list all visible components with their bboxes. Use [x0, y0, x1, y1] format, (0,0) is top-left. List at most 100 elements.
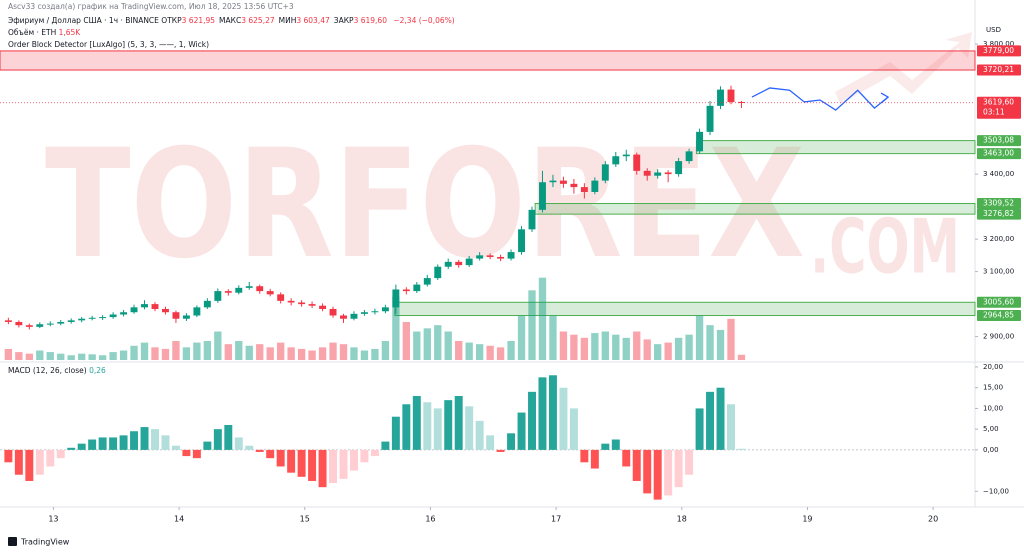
candle-body — [371, 311, 379, 313]
volume-bar — [277, 342, 285, 360]
macd-bar — [716, 387, 725, 450]
volume-bar — [580, 337, 589, 360]
macd-bar — [182, 449, 191, 457]
macd-bar — [412, 395, 421, 450]
macd-bar — [496, 449, 505, 452]
candle-body — [465, 258, 473, 266]
volume-bar — [654, 344, 662, 360]
zone-price-tag — [977, 310, 1021, 322]
macd-bar — [35, 449, 44, 475]
candle-body — [476, 255, 484, 259]
order-block — [394, 301, 976, 317]
macd-bar — [339, 449, 348, 479]
candle-body — [717, 89, 724, 106]
x-tick-label: 15 — [300, 515, 310, 524]
order-block — [534, 203, 976, 215]
macd-bar — [203, 441, 212, 450]
ohlc-label: МИН — [278, 16, 297, 25]
x-tick-label: 17 — [551, 515, 561, 524]
y-tick-label: 2 900,00 — [983, 333, 1014, 341]
volume-bar — [193, 342, 201, 360]
footer-brand: TradingView — [20, 538, 70, 547]
volume-label: Объём · ETH — [8, 28, 57, 37]
macd-bar — [381, 441, 390, 450]
volume-bar — [591, 333, 599, 360]
candle-body — [245, 286, 253, 288]
volume-bar — [612, 334, 620, 360]
candle-body — [88, 317, 96, 319]
macd-bar — [77, 443, 86, 450]
candle-body — [120, 312, 128, 315]
ohlc: ОТКР3 621,95 МАКС3 625,27 МИН3 603,47 ЗАКР3… — [161, 16, 391, 25]
symbol-line: Эфириум / Доллар США · 1ч · BINANCE ОТКР… — [8, 16, 455, 26]
volume-bar — [308, 350, 316, 360]
candle-body — [381, 307, 389, 312]
candle-body — [486, 255, 494, 257]
zone-price-tag — [977, 45, 1021, 57]
y-tick-label: 5,00 — [983, 425, 999, 433]
macd-bar — [391, 416, 400, 450]
watermark-suffix: .COM — [810, 203, 960, 291]
candle-body — [360, 312, 368, 314]
macd-bar — [88, 439, 97, 450]
macd-bar — [611, 439, 620, 450]
macd-bar — [192, 449, 201, 459]
candle-body — [423, 278, 431, 285]
volume-bar — [528, 290, 536, 360]
macd-bar — [287, 449, 296, 473]
zone-price-label: 2964,85 — [983, 311, 1014, 320]
macd-bar — [360, 449, 369, 463]
volume-bar — [57, 353, 65, 360]
volume-bar — [496, 347, 505, 360]
forecast-line — [751, 87, 889, 111]
x-tick-label: 18 — [677, 515, 687, 524]
macd-bar — [4, 449, 13, 463]
candle-body — [4, 320, 12, 322]
volume-bar — [25, 353, 33, 360]
x-tick-label: 14 — [174, 515, 184, 524]
volume-bar — [444, 331, 452, 360]
volume-bar — [36, 350, 44, 360]
macd-bar — [245, 445, 254, 450]
candle-body — [57, 321, 65, 324]
macd-bar — [559, 387, 568, 450]
candle-body — [67, 320, 75, 322]
candle-body — [455, 261, 463, 266]
volume-bar — [98, 355, 107, 360]
volume-bar — [570, 334, 578, 360]
macd-bar — [109, 437, 118, 450]
ohlc-value: 3 603,47 — [296, 16, 330, 25]
macd-bar — [46, 449, 55, 467]
volume-bar — [350, 347, 358, 360]
zone-price-tag — [977, 296, 1021, 308]
y-tick-label: 3 400,00 — [983, 170, 1014, 178]
candle-body — [559, 180, 567, 184]
macd-bar — [98, 437, 107, 450]
volume-bar — [371, 348, 379, 360]
y-tick-label: 10,00 — [983, 404, 1003, 412]
footer: TradingView — [8, 537, 70, 547]
macd-bar — [444, 400, 453, 450]
zone-price-tag — [977, 198, 1021, 210]
y-tick-label: −10,00 — [983, 487, 1009, 495]
macd-bar — [297, 449, 306, 477]
volume-bar — [716, 329, 725, 360]
macd-last: 0,26 — [89, 366, 106, 375]
candle-body — [99, 317, 107, 319]
candle-body — [643, 170, 651, 176]
volume-bar — [109, 352, 117, 360]
candle-body — [141, 304, 148, 308]
ohlc-value: 3 619,60 — [353, 16, 387, 25]
macd-bar — [653, 449, 662, 500]
zone-price-label: 3779,00 — [983, 46, 1014, 55]
candle-body — [622, 154, 630, 157]
candle-body — [151, 304, 159, 309]
candle-body — [214, 291, 222, 301]
candle-body — [580, 187, 588, 192]
x-tick-label: 20 — [928, 515, 938, 524]
candle-body — [46, 323, 54, 325]
volume-bar — [706, 325, 714, 360]
